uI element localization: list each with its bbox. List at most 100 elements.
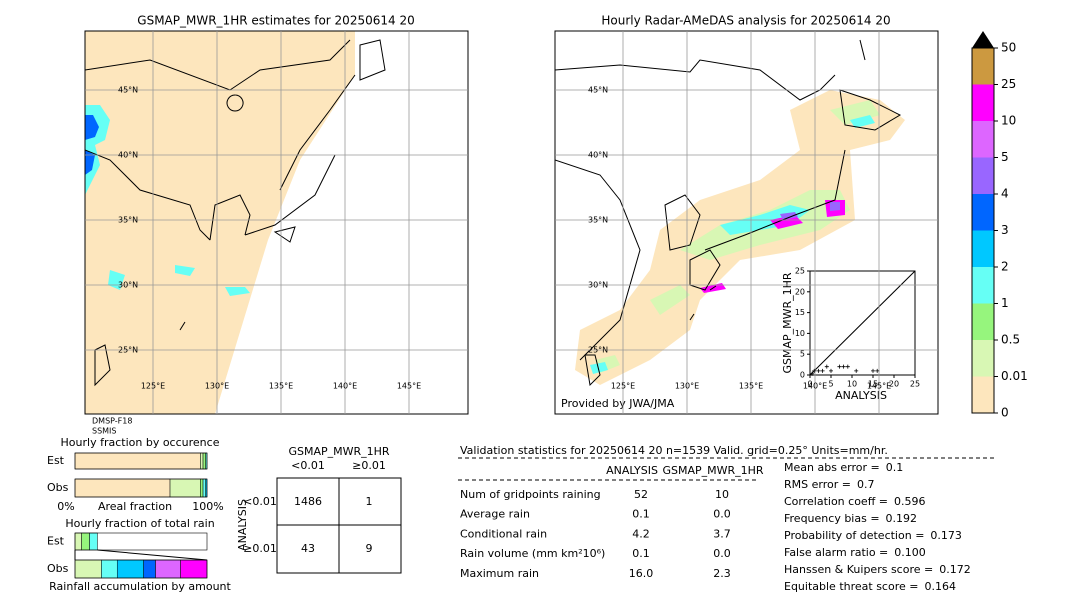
fraction-segment bbox=[74, 452, 201, 470]
fraction-segment bbox=[116, 559, 144, 579]
y-tick-label: 5 bbox=[800, 350, 805, 359]
y-tick-label: 0 bbox=[800, 371, 805, 380]
fraction-segment bbox=[200, 478, 204, 498]
row-label: Obs bbox=[47, 562, 69, 575]
score-value: 0.100 bbox=[894, 546, 926, 559]
value: 52 bbox=[634, 488, 648, 501]
lon-label: 125°E bbox=[141, 382, 165, 391]
point bbox=[871, 368, 875, 373]
score-label: Equitable threat score = bbox=[784, 580, 918, 593]
lat-label: 40°N bbox=[118, 151, 138, 160]
colorbar-extend bbox=[972, 31, 994, 48]
bar-frame bbox=[74, 559, 208, 579]
lat-label: 35°N bbox=[118, 216, 138, 225]
point bbox=[816, 368, 821, 373]
colorbar-cell bbox=[972, 157, 994, 194]
cell: 9 bbox=[366, 542, 373, 555]
value: 4.2 bbox=[632, 527, 650, 540]
point bbox=[820, 368, 825, 373]
x-label: 100% bbox=[192, 500, 223, 513]
colorbar-label: 5 bbox=[1001, 150, 1009, 164]
column-header: ANALYSIS bbox=[606, 464, 658, 477]
fraction-segment bbox=[74, 478, 171, 498]
colorbar-cell bbox=[972, 230, 994, 267]
score-label: Mean abs error = bbox=[784, 461, 880, 474]
score-label: RMS error = bbox=[784, 478, 851, 491]
x-tick-label: 5 bbox=[828, 380, 833, 389]
score-value: 0.596 bbox=[894, 495, 926, 508]
fraction-segment bbox=[155, 559, 181, 579]
x-label: Areal fraction bbox=[98, 500, 172, 513]
diagonal bbox=[809, 270, 916, 376]
row-label: Num of gridpoints raining bbox=[460, 488, 601, 501]
fraction-segment bbox=[89, 532, 98, 551]
colorbar-label: 4 bbox=[1001, 187, 1009, 201]
bar-frame bbox=[74, 478, 208, 498]
fraction-segment bbox=[143, 559, 156, 579]
row-header: ≥0.01 bbox=[243, 542, 277, 555]
score-label: False alarm ratio = bbox=[784, 546, 888, 559]
lat-label: 40°N bbox=[588, 151, 608, 160]
score-value: 0.173 bbox=[930, 529, 962, 542]
colorbar-label: 0.01 bbox=[1001, 369, 1028, 383]
connector bbox=[74, 549, 208, 561]
score-label: Correlation coeff = bbox=[784, 495, 888, 508]
lon-label: 135°E bbox=[739, 382, 763, 391]
row-label: Est bbox=[47, 535, 65, 548]
lon-label: 125°E bbox=[611, 382, 635, 391]
y-tick-label: 25 bbox=[795, 267, 805, 276]
colorbar-label: 10 bbox=[1001, 114, 1016, 128]
point bbox=[812, 368, 817, 373]
right-map bbox=[235, 40, 905, 385]
score-label: Hanssen & Kuipers score = bbox=[784, 563, 933, 576]
fraction-segment bbox=[74, 532, 82, 551]
row-label: Average rain bbox=[460, 508, 530, 521]
fraction-segment bbox=[74, 559, 102, 579]
contingency-title: GSMAP_MWR_1HR bbox=[288, 445, 389, 458]
colorbar-label: 1 bbox=[1001, 296, 1009, 310]
colorbar-cell bbox=[972, 267, 994, 304]
colorbar-label: 50 bbox=[1001, 41, 1016, 55]
x-axis-label: ANALYSIS bbox=[835, 389, 887, 402]
value: 0.1 bbox=[632, 547, 650, 560]
row-label: Obs bbox=[47, 481, 69, 494]
colorbar-cell bbox=[972, 194, 994, 231]
value: 0.1 bbox=[632, 508, 650, 521]
score-label: Frequency bias = bbox=[784, 512, 880, 525]
value: 3.7 bbox=[713, 527, 731, 540]
cell: 1 bbox=[366, 495, 373, 508]
column-header: <0.01 bbox=[291, 459, 325, 472]
score-value: 0.1 bbox=[886, 461, 904, 474]
row-label: Est bbox=[47, 454, 65, 467]
point bbox=[854, 368, 859, 373]
left-map bbox=[85, 31, 386, 414]
x-tick-label: 20 bbox=[889, 380, 899, 389]
colorbar-cell bbox=[972, 84, 994, 121]
lon-label: 140°E bbox=[333, 382, 357, 391]
colorbar-cell bbox=[972, 121, 994, 158]
colorbar-cell bbox=[972, 303, 994, 340]
colorbar-label: 25 bbox=[1001, 77, 1016, 91]
y-axis-label: GSMAP_MWR_1HR bbox=[781, 272, 794, 373]
score-value: 0.164 bbox=[924, 580, 956, 593]
x-tick-label: 0 bbox=[807, 380, 812, 389]
colorbar-cell bbox=[972, 376, 994, 413]
bar-frame bbox=[74, 532, 208, 551]
fraction-segment bbox=[200, 452, 204, 470]
score-value: 0.192 bbox=[886, 512, 918, 525]
total-rain-title: Hourly fraction of total rain bbox=[65, 517, 214, 530]
sensor: DMSP-F18 bbox=[92, 417, 132, 426]
row-header: <0.01 bbox=[243, 495, 277, 508]
fraction-segment bbox=[202, 478, 206, 498]
left-map-title: GSMAP_MWR_1HR estimates for 20250614 20 bbox=[137, 14, 414, 28]
x-tick-label: 15 bbox=[868, 380, 878, 389]
colorbar-label: 3 bbox=[1001, 223, 1009, 237]
lat-label: 30°N bbox=[588, 281, 608, 290]
cell: 43 bbox=[301, 542, 315, 555]
column-header: ≥0.01 bbox=[352, 459, 386, 472]
colorbar-cell bbox=[972, 48, 994, 85]
value: 0.0 bbox=[713, 508, 731, 521]
x-tick-label: 10 bbox=[847, 380, 857, 389]
column-header: GSMAP_MWR_1HR bbox=[662, 464, 763, 477]
